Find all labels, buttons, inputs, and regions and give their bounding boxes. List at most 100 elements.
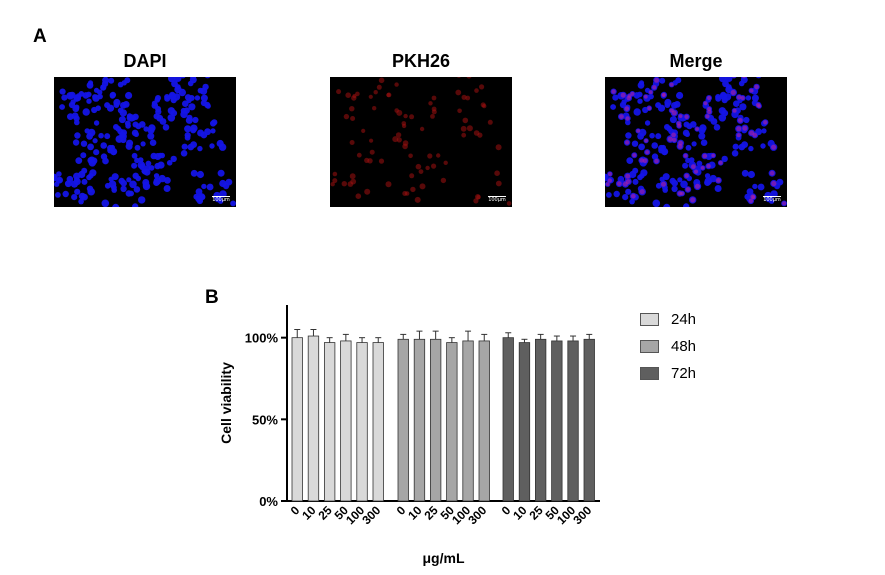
pkh26-signal	[345, 92, 351, 98]
merge-signal	[695, 127, 699, 131]
pkh26-signal	[408, 153, 413, 159]
cell-nucleus	[722, 80, 729, 88]
pkh26-signal	[494, 170, 500, 176]
pkh26-signal	[414, 196, 421, 203]
merge-signal	[669, 82, 674, 87]
bar-48h-0	[397, 338, 409, 502]
merge-signal	[630, 91, 635, 96]
cell-nucleus	[662, 173, 670, 181]
merge-signal	[702, 153, 708, 159]
cell-nucleus	[139, 163, 146, 171]
bar-24h-100	[356, 342, 368, 502]
pkh26-signal	[457, 77, 461, 78]
cell-nucleus	[117, 107, 124, 114]
cell-nucleus	[104, 102, 111, 109]
merge-signal	[660, 181, 667, 187]
cell-nucleus	[166, 160, 173, 166]
cell-nucleus	[120, 185, 127, 193]
cell-nucleus	[148, 165, 155, 171]
cell-nucleus	[118, 177, 125, 185]
cell-nucleus	[75, 157, 83, 164]
cell-nucleus	[633, 108, 641, 116]
merge-signal	[645, 150, 650, 155]
pkh26-signal	[394, 82, 399, 87]
bar-72h-10	[518, 342, 531, 502]
merge-signal	[707, 109, 712, 115]
cell-nucleus	[86, 132, 93, 140]
pkh26-signal	[474, 88, 479, 93]
bar-24h-10	[307, 335, 320, 502]
cell-nucleus	[195, 188, 203, 196]
cell-nucleus	[128, 190, 134, 197]
cell-nucleus	[124, 120, 131, 127]
cell-nucleus	[180, 150, 188, 157]
cell-nucleus	[721, 155, 728, 163]
cell-nucleus	[768, 198, 775, 204]
pkh26-signal	[364, 157, 370, 163]
cell-nucleus	[755, 128, 762, 136]
cell-nucleus	[142, 179, 150, 186]
cell-nucleus	[672, 80, 678, 86]
pkh26-signal	[466, 125, 473, 132]
cell-nucleus	[756, 77, 762, 79]
merge-signal	[624, 140, 630, 145]
cell-nucleus	[81, 178, 88, 185]
cell-nucleus	[757, 183, 765, 191]
bar-24h-50	[340, 340, 352, 502]
cell-nucleus	[649, 132, 655, 139]
cell-nucleus	[197, 145, 203, 152]
pkh26-signal	[425, 165, 430, 171]
cell-nucleus	[129, 180, 137, 189]
cell-nucleus	[55, 192, 61, 198]
legend-label-24h: 24h	[671, 310, 697, 328]
cell-nucleus	[743, 116, 750, 124]
cell-nucleus	[664, 98, 672, 107]
cell-nucleus	[205, 77, 211, 79]
cell-nucleus	[93, 120, 100, 126]
pkh26-image: 100μm	[330, 77, 512, 207]
cell-nucleus	[748, 145, 754, 152]
y-tick-label: 50%	[252, 412, 278, 427]
cell-nucleus	[655, 133, 662, 140]
cell-nucleus	[98, 132, 104, 139]
cell-nucleus	[613, 190, 620, 198]
cell-nucleus	[113, 124, 119, 130]
cell-nucleus	[147, 132, 155, 140]
cell-nucleus	[606, 192, 612, 198]
merge-signal	[607, 172, 612, 176]
cell-nucleus	[200, 94, 208, 102]
pkh26-signal	[461, 94, 467, 100]
cell-nucleus	[119, 131, 126, 139]
bar-72h-0	[502, 337, 514, 502]
cell-nucleus	[698, 126, 706, 134]
pkh26-signal	[479, 84, 485, 90]
cell-nucleus	[741, 169, 749, 177]
merge-signal	[736, 126, 742, 132]
cell-nucleus	[631, 140, 639, 147]
cell-nucleus	[190, 141, 198, 148]
cell-nucleus	[651, 142, 658, 149]
x-tick-label: 300	[465, 503, 489, 527]
merge-signal	[626, 95, 632, 101]
cell-nucleus	[664, 124, 670, 130]
cell-nucleus	[704, 179, 711, 186]
pkh26-signal	[440, 177, 447, 184]
cell-nucleus	[761, 128, 767, 134]
cell-nucleus	[211, 119, 218, 126]
bar-24h-300	[372, 342, 384, 502]
cell-nucleus	[73, 115, 80, 122]
cell-nucleus	[61, 94, 68, 101]
pkh26-signal	[460, 125, 467, 132]
cell-nucleus	[149, 139, 157, 146]
cell-nucleus	[209, 143, 215, 149]
cell-nucleus	[188, 103, 196, 111]
pkh26-signal	[402, 143, 408, 150]
merge-signal	[736, 133, 741, 138]
merge-signal	[624, 106, 630, 112]
cell-nucleus	[100, 153, 108, 160]
pkh26-signal	[349, 173, 356, 180]
merge-signal	[754, 84, 759, 90]
cell-nucleus	[638, 80, 645, 86]
pkh26-signal	[349, 140, 355, 145]
cell-nucleus	[59, 104, 65, 110]
